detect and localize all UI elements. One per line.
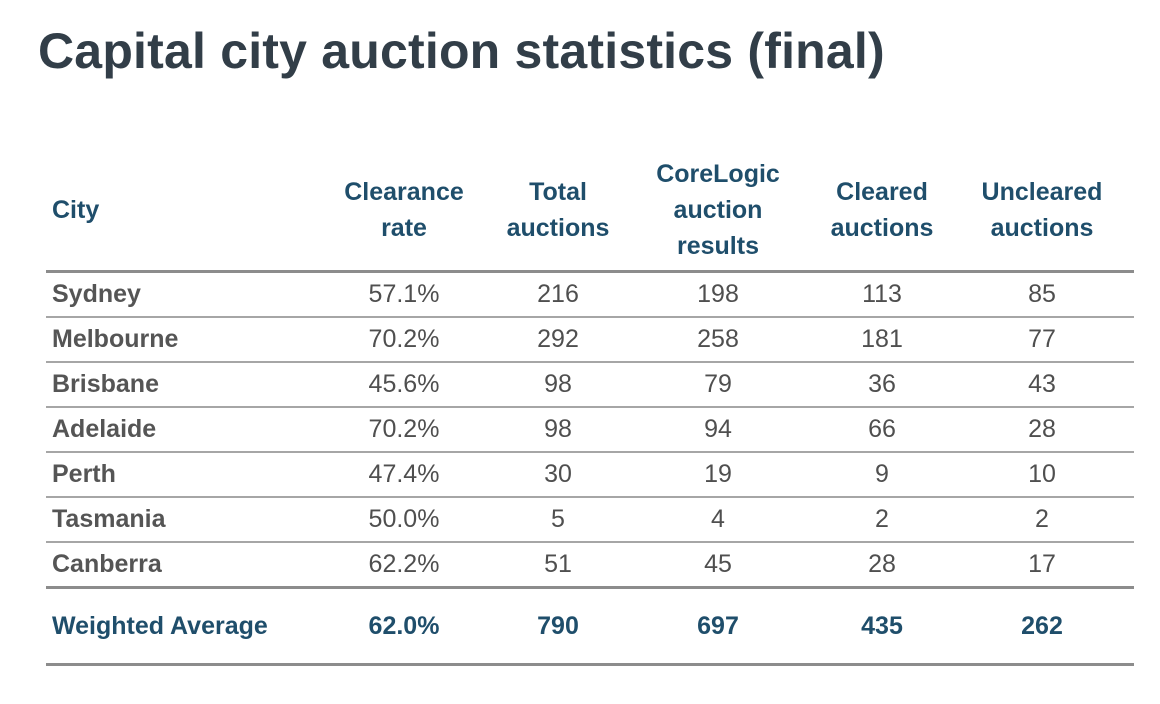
table-footer: Weighted Average 62.0% 790 697 435 262 (46, 587, 1134, 666)
average-corelogic-results-cell: 697 (622, 587, 814, 666)
city-cell: Perth (46, 452, 314, 498)
auction-statistics-table: City Clearance rate Total auctions CoreL… (46, 150, 1134, 666)
table-row: Adelaide 70.2% 98 94 66 28 (46, 407, 1134, 453)
table-row: Sydney 57.1% 216 198 113 85 (46, 271, 1134, 318)
corelogic-results-cell: 198 (622, 271, 814, 318)
city-cell: Canberra (46, 542, 314, 589)
cleared-auctions-cell: 2 (814, 497, 950, 543)
header-row: City Clearance rate Total auctions CoreL… (46, 150, 1134, 273)
column-header-cleared-auctions: Cleared auctions (814, 150, 950, 273)
total-auctions-cell: 98 (494, 362, 622, 408)
cleared-auctions-cell: 28 (814, 542, 950, 589)
total-auctions-cell: 51 (494, 542, 622, 589)
table-row: Melbourne 70.2% 292 258 181 77 (46, 317, 1134, 363)
corelogic-results-cell: 19 (622, 452, 814, 498)
column-header-line: rate (381, 214, 427, 242)
column-header-line: auctions (830, 214, 934, 242)
table-row: Brisbane 45.6% 98 79 36 43 (46, 362, 1134, 408)
corelogic-results-cell: 79 (622, 362, 814, 408)
city-cell: Melbourne (46, 317, 314, 363)
uncleared-auctions-cell: 43 (950, 362, 1134, 408)
column-header-corelogic-results: CoreLogic auction results (622, 150, 814, 273)
corelogic-results-cell: 45 (622, 542, 814, 589)
total-auctions-cell: 216 (494, 271, 622, 318)
cleared-auctions-cell: 9 (814, 452, 950, 498)
average-uncleared-auctions-cell: 262 (950, 587, 1134, 666)
uncleared-auctions-cell: 2 (950, 497, 1134, 543)
table-row: Perth 47.4% 30 19 9 10 (46, 452, 1134, 498)
uncleared-auctions-cell: 28 (950, 407, 1134, 453)
city-cell: Adelaide (46, 407, 314, 453)
table-header: City Clearance rate Total auctions CoreL… (46, 150, 1134, 273)
uncleared-auctions-cell: 77 (950, 317, 1134, 363)
weighted-average-label: Weighted Average (46, 587, 314, 666)
city-cell: Brisbane (46, 362, 314, 408)
clearance-rate-cell: 57.1% (314, 271, 494, 318)
weighted-average-row: Weighted Average 62.0% 790 697 435 262 (46, 587, 1134, 666)
column-header-clearance-rate: Clearance rate (314, 150, 494, 273)
uncleared-auctions-cell: 85 (950, 271, 1134, 318)
clearance-rate-cell: 47.4% (314, 452, 494, 498)
average-clearance-rate-cell: 62.0% (314, 587, 494, 666)
cleared-auctions-cell: 181 (814, 317, 950, 363)
column-header-line: auction (673, 196, 763, 224)
total-auctions-cell: 292 (494, 317, 622, 363)
column-header-line: auctions (506, 214, 610, 242)
city-cell: Sydney (46, 271, 314, 318)
city-cell: Tasmania (46, 497, 314, 543)
column-header-city: City (46, 150, 314, 273)
column-header-line: auctions (990, 214, 1094, 242)
corelogic-results-cell: 258 (622, 317, 814, 363)
total-auctions-cell: 30 (494, 452, 622, 498)
clearance-rate-cell: 62.2% (314, 542, 494, 589)
corelogic-results-cell: 4 (622, 497, 814, 543)
cleared-auctions-cell: 66 (814, 407, 950, 453)
cleared-auctions-cell: 113 (814, 271, 950, 318)
column-header-line: Clearance (344, 178, 464, 206)
column-header-line: Uncleared (981, 178, 1103, 206)
corelogic-results-cell: 94 (622, 407, 814, 453)
column-header-uncleared-auctions: Uncleared auctions (950, 150, 1134, 273)
table-row: Tasmania 50.0% 5 4 2 2 (46, 497, 1134, 543)
column-header-total-auctions: Total auctions (494, 150, 622, 273)
column-header-line: Total (529, 178, 587, 206)
total-auctions-cell: 98 (494, 407, 622, 453)
clearance-rate-cell: 70.2% (314, 317, 494, 363)
clearance-rate-cell: 45.6% (314, 362, 494, 408)
clearance-rate-cell: 70.2% (314, 407, 494, 453)
clearance-rate-cell: 50.0% (314, 497, 494, 543)
page-title: Capital city auction statistics (final) (38, 23, 885, 79)
table-row: Canberra 62.2% 51 45 28 17 (46, 542, 1134, 589)
column-header-line: results (677, 232, 759, 260)
table-body: Sydney 57.1% 216 198 113 85 Melbourne 70… (46, 271, 1134, 589)
average-total-auctions-cell: 790 (494, 587, 622, 666)
column-header-line: City (52, 196, 100, 224)
average-cleared-auctions-cell: 435 (814, 587, 950, 666)
column-header-line: Cleared (836, 178, 928, 206)
uncleared-auctions-cell: 10 (950, 452, 1134, 498)
uncleared-auctions-cell: 17 (950, 542, 1134, 589)
cleared-auctions-cell: 36 (814, 362, 950, 408)
total-auctions-cell: 5 (494, 497, 622, 543)
column-header-line: CoreLogic (656, 160, 780, 188)
